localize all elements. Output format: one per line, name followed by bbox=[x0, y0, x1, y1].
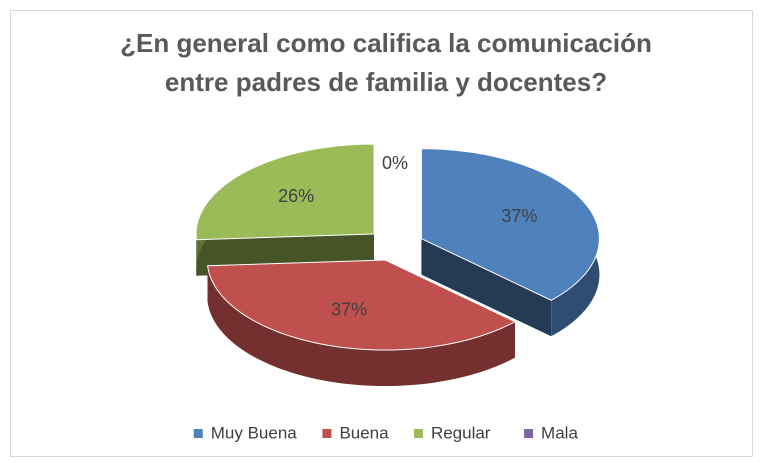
legend-label: Buena bbox=[339, 423, 389, 442]
legend-swatch bbox=[322, 429, 332, 438]
data-label: 37% bbox=[501, 206, 537, 226]
slice-side bbox=[207, 265, 516, 387]
pie: 37% 37% 26% 0% bbox=[195, 139, 600, 387]
data-label: 26% bbox=[278, 186, 314, 206]
data-label: 0% bbox=[382, 153, 408, 173]
legend: Muy Buena Buena Regular Mala bbox=[193, 423, 578, 442]
chart-title: entre padres de familia y docentes? bbox=[165, 67, 607, 97]
legend-swatch bbox=[413, 429, 423, 438]
chart-title: ¿En general como califica la comunicació… bbox=[120, 28, 652, 58]
legend-label: Regular bbox=[431, 423, 491, 442]
slice bbox=[207, 259, 517, 351]
data-label: 37% bbox=[331, 300, 367, 320]
legend-label: Muy Buena bbox=[211, 423, 298, 442]
legend-swatch bbox=[193, 429, 203, 438]
legend-label: Mala bbox=[541, 423, 578, 442]
slice bbox=[195, 143, 375, 241]
slice-side bbox=[421, 238, 552, 337]
legend-swatch bbox=[524, 429, 534, 438]
slice bbox=[420, 148, 600, 301]
